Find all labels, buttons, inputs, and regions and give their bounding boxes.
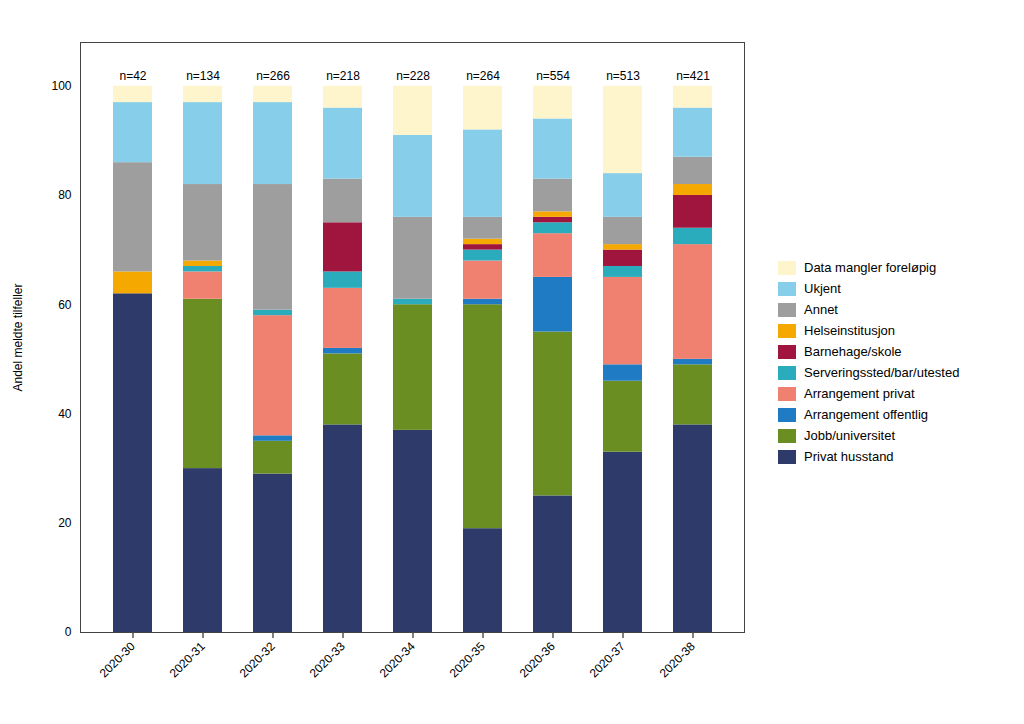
svg-text:n=513: n=513 [606, 69, 640, 83]
svg-text:n=264: n=264 [466, 69, 500, 83]
html-text:Ukjent: Ukjent [804, 281, 841, 296]
svg-text:2020-38: 2020-38 [657, 639, 698, 680]
svg-text:60: 60 [58, 298, 72, 312]
svg-text:n=228: n=228 [396, 69, 430, 83]
svg-text:n=266: n=266 [256, 69, 290, 83]
svg-text:n=554: n=554 [536, 69, 570, 83]
svg-text:2020-33: 2020-33 [307, 639, 348, 680]
html-text:Helseinstitusjon: Helseinstitusjon [804, 323, 895, 338]
svg-text:2020-32: 2020-32 [237, 639, 278, 680]
svg-text:100: 100 [51, 79, 71, 93]
svg-text:n=218: n=218 [326, 69, 360, 83]
svg-text:2020-36: 2020-36 [517, 639, 558, 680]
svg-text:Andel meldte tilfeller: Andel meldte tilfeller [11, 283, 25, 391]
svg-text:2020-34: 2020-34 [377, 639, 418, 680]
svg-text:0: 0 [65, 625, 72, 639]
svg-text:2020-37: 2020-37 [587, 639, 628, 680]
html-text:Serveringssted/bar/utested: Serveringssted/bar/utested [804, 365, 960, 380]
svg-text:20: 20 [58, 516, 72, 530]
svg-text:n=134: n=134 [186, 69, 220, 83]
html-text:Arrangement offentlig: Arrangement offentlig [804, 407, 929, 422]
html-text:Jobb/universitet: Jobb/universitet [804, 428, 896, 443]
svg-text:2020-31: 2020-31 [167, 639, 208, 680]
svg-text:40: 40 [58, 407, 72, 421]
html-text:Barnehage/skole: Barnehage/skole [804, 344, 902, 359]
svg-text:80: 80 [58, 188, 72, 202]
svg-text:2020-35: 2020-35 [447, 639, 488, 680]
svg-text:2020-30: 2020-30 [97, 639, 138, 680]
html-text:Privat husstand: Privat husstand [804, 449, 894, 464]
html-text:Data mangler foreløpig: Data mangler foreløpig [804, 260, 937, 275]
svg-text:n=42: n=42 [119, 69, 146, 83]
html-text:Arrangement privat: Arrangement privat [804, 386, 915, 401]
svg-text:n=421: n=421 [676, 69, 710, 83]
html-text:Annet: Annet [804, 302, 838, 317]
